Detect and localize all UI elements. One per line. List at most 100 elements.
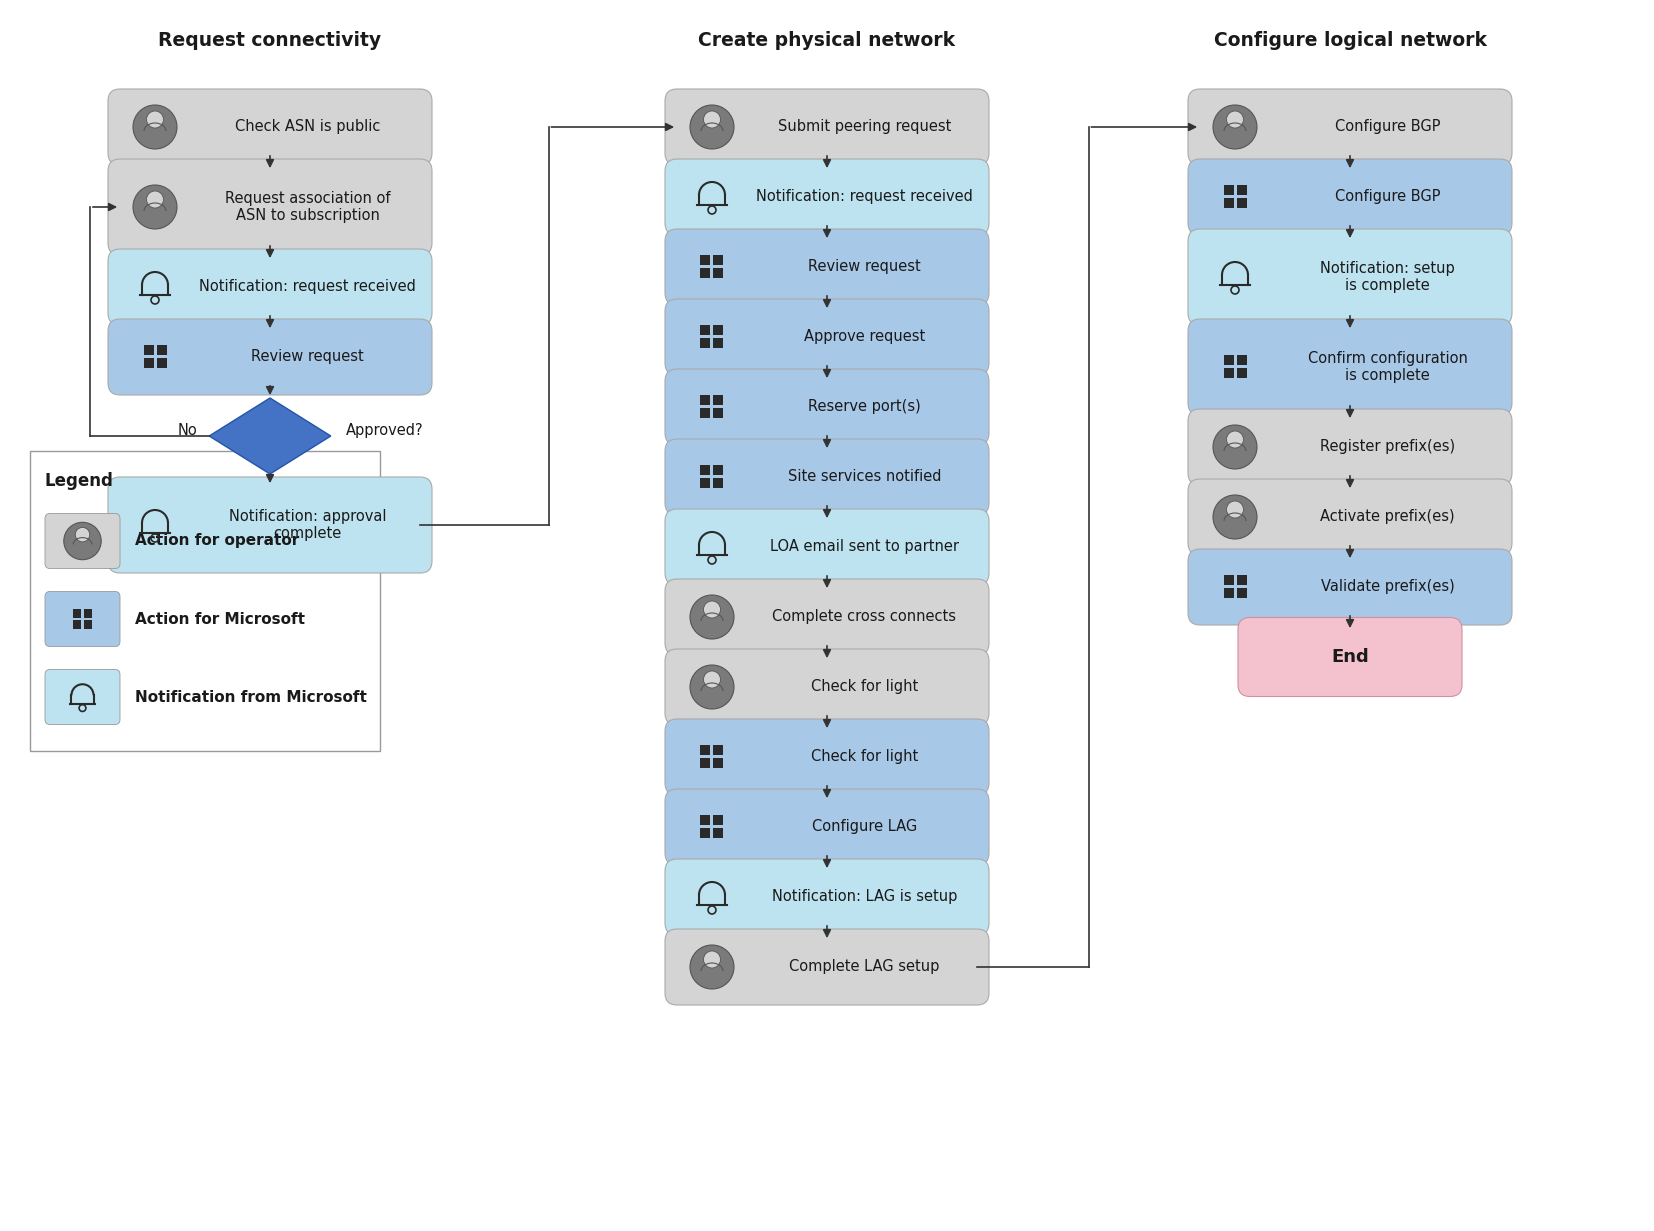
Bar	[701, 479, 711, 489]
Bar	[144, 346, 154, 356]
Circle shape	[132, 105, 177, 149]
Text: Reserve port(s): Reserve port(s)	[809, 400, 921, 415]
Text: Notification from Microsoft: Notification from Microsoft	[136, 689, 367, 704]
Text: Review request: Review request	[809, 260, 921, 275]
FancyBboxPatch shape	[108, 476, 432, 572]
Bar	[1224, 198, 1234, 208]
Circle shape	[65, 522, 101, 560]
Text: Configure BGP: Configure BGP	[1335, 190, 1441, 204]
FancyBboxPatch shape	[665, 859, 989, 936]
Circle shape	[690, 945, 734, 988]
Bar	[84, 609, 93, 618]
Bar	[713, 339, 723, 348]
Text: Site services notified: Site services notified	[787, 469, 941, 485]
Text: Notification: request received: Notification: request received	[198, 279, 415, 294]
Text: Check for light: Check for light	[810, 750, 918, 764]
FancyBboxPatch shape	[108, 89, 432, 165]
Text: Confirm configuration
is complete: Confirm configuration is complete	[1308, 351, 1467, 383]
Circle shape	[1212, 495, 1257, 539]
Bar	[1237, 198, 1247, 208]
Text: Legend: Legend	[45, 471, 114, 490]
Bar	[1224, 186, 1234, 196]
Circle shape	[1227, 501, 1244, 518]
Text: Create physical network: Create physical network	[698, 32, 956, 50]
Bar	[1237, 576, 1247, 586]
FancyBboxPatch shape	[45, 670, 121, 725]
Bar	[701, 465, 711, 475]
Bar	[1237, 186, 1247, 196]
Bar	[1224, 356, 1234, 366]
FancyBboxPatch shape	[1188, 319, 1512, 415]
Text: Yes: Yes	[266, 479, 289, 494]
Bar	[1224, 368, 1234, 378]
Text: Complete cross connects: Complete cross connects	[772, 609, 956, 624]
Bar	[713, 256, 723, 266]
FancyBboxPatch shape	[108, 319, 432, 395]
Bar	[713, 746, 723, 756]
Text: Action for operator: Action for operator	[136, 533, 299, 549]
Bar	[713, 395, 723, 405]
Circle shape	[132, 185, 177, 229]
Bar	[157, 358, 167, 368]
FancyBboxPatch shape	[1188, 159, 1512, 235]
Text: Configure logical network: Configure logical network	[1214, 32, 1487, 50]
FancyBboxPatch shape	[665, 649, 989, 725]
Bar	[1224, 588, 1234, 598]
Circle shape	[1227, 111, 1244, 128]
Bar	[701, 268, 711, 278]
Bar	[713, 828, 723, 838]
FancyBboxPatch shape	[665, 299, 989, 375]
Text: Action for Microsoft: Action for Microsoft	[136, 612, 304, 627]
Bar	[713, 409, 723, 419]
Text: Notification: LAG is setup: Notification: LAG is setup	[772, 890, 958, 905]
FancyBboxPatch shape	[665, 159, 989, 235]
FancyBboxPatch shape	[1188, 229, 1512, 325]
FancyBboxPatch shape	[665, 229, 989, 305]
Text: Configure LAG: Configure LAG	[812, 820, 916, 835]
Text: Complete LAG setup: Complete LAG setup	[789, 959, 939, 975]
Circle shape	[147, 111, 164, 128]
Text: LOA email sent to partner: LOA email sent to partner	[771, 539, 959, 554]
FancyBboxPatch shape	[1237, 618, 1462, 697]
Circle shape	[703, 111, 721, 128]
Text: Check ASN is public: Check ASN is public	[235, 119, 380, 134]
Bar	[144, 358, 154, 368]
Bar	[1237, 588, 1247, 598]
Text: Approved?: Approved?	[346, 423, 423, 438]
Text: End: End	[1331, 648, 1370, 666]
FancyBboxPatch shape	[108, 249, 432, 325]
FancyBboxPatch shape	[665, 789, 989, 865]
Circle shape	[76, 527, 89, 542]
FancyBboxPatch shape	[108, 159, 432, 255]
Text: Review request: Review request	[251, 350, 364, 364]
Circle shape	[1227, 431, 1244, 448]
FancyBboxPatch shape	[45, 513, 121, 569]
Circle shape	[690, 105, 734, 149]
Bar	[84, 620, 93, 629]
FancyBboxPatch shape	[45, 592, 121, 646]
Text: Submit peering request: Submit peering request	[777, 119, 951, 134]
Text: Register prefix(es): Register prefix(es)	[1320, 439, 1456, 454]
Bar	[30, 451, 380, 751]
Circle shape	[1212, 425, 1257, 469]
FancyBboxPatch shape	[665, 508, 989, 585]
Bar	[713, 758, 723, 768]
FancyBboxPatch shape	[1188, 479, 1512, 555]
Bar	[701, 256, 711, 266]
Bar	[713, 465, 723, 475]
Text: Validate prefix(es): Validate prefix(es)	[1320, 580, 1454, 595]
FancyBboxPatch shape	[665, 369, 989, 444]
Text: Notification: setup
is complete: Notification: setup is complete	[1320, 261, 1456, 293]
Circle shape	[690, 595, 734, 639]
Bar	[701, 395, 711, 405]
Bar	[1224, 576, 1234, 586]
FancyBboxPatch shape	[665, 439, 989, 515]
Text: Activate prefix(es): Activate prefix(es)	[1320, 510, 1456, 524]
FancyBboxPatch shape	[1188, 89, 1512, 165]
Bar	[701, 409, 711, 419]
Bar	[713, 325, 723, 336]
Bar	[701, 325, 711, 336]
FancyBboxPatch shape	[665, 89, 989, 165]
Bar	[73, 609, 81, 618]
Bar	[713, 815, 723, 826]
